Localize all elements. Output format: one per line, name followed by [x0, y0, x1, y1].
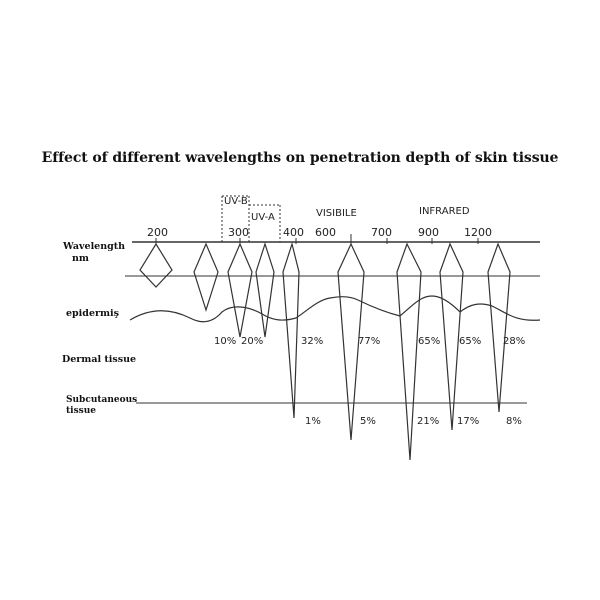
cone-600nm — [337, 242, 365, 441]
dermal-percent-7: 28% — [503, 336, 525, 347]
dermal-tissue-label: Dermal tissue — [62, 354, 136, 365]
tick-300: 300 — [228, 226, 249, 239]
subcutaneous-label-line2: tissue — [66, 406, 96, 416]
subcutaneous-percent-2: 5% — [360, 416, 376, 427]
cone-1200nm — [487, 242, 511, 413]
tick-600: 600 — [315, 226, 336, 239]
tick-700: 700 — [371, 226, 392, 239]
tick-marks — [155, 234, 479, 244]
epidermis-label: epidermiş — [66, 308, 119, 319]
cone-900nm — [396, 242, 422, 461]
tick-200: 200 — [147, 226, 168, 239]
dermal-percent-5: 65% — [418, 336, 440, 347]
subcutaneous-percent-4: 17% — [457, 416, 479, 427]
dermal-percent-1: 10% — [214, 336, 236, 347]
tick-1200: 1200 — [464, 226, 492, 239]
cone-300nm — [227, 242, 253, 338]
uvb-label: UV-B — [224, 196, 248, 207]
dermal-percent-2: 20% — [241, 336, 263, 347]
dermal-percent-3: 32% — [301, 336, 323, 347]
figure-title: Effect of different wavelengths on penet… — [41, 150, 559, 166]
subcutaneous-label-line1: Subcutaneous — [66, 395, 137, 405]
subcutaneous-percent-1: 1% — [305, 416, 321, 427]
dermal-percent-6: 65% — [459, 336, 481, 347]
tick-900: 900 — [418, 226, 439, 239]
subcutaneous-percent-5: 8% — [506, 416, 522, 427]
cone-400nm — [282, 241, 300, 419]
cone-250nm — [193, 242, 219, 312]
epidermis-wavy-line — [129, 295, 541, 323]
visible-label: VISIBILE — [316, 208, 357, 219]
cone-330nm — [255, 242, 275, 338]
tick-400: 400 — [283, 226, 304, 239]
wavelength-label: Wavelength — [62, 241, 125, 252]
infrared-label: INFRARED — [419, 206, 470, 217]
subcutaneous-percent-3: 21% — [417, 416, 439, 427]
uva-label: UV-A — [251, 212, 275, 223]
nm-label: nm — [72, 253, 89, 264]
dermal-percent-4: 77% — [358, 336, 380, 347]
cone-200nm — [139, 242, 173, 288]
cone-1000nm — [439, 242, 464, 431]
